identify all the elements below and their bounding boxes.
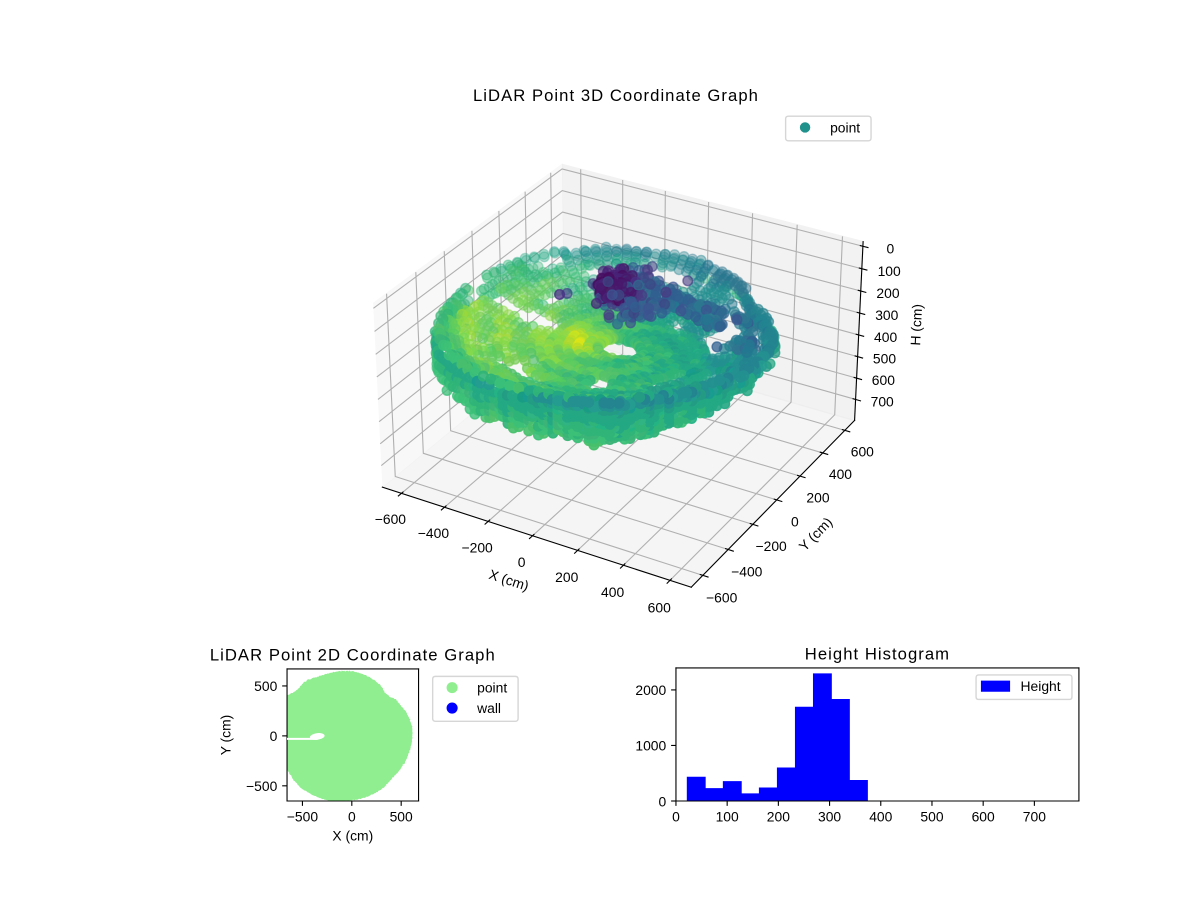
svg-text:Height: Height xyxy=(1021,678,1061,694)
svg-text:200: 200 xyxy=(555,569,578,585)
svg-text:600: 600 xyxy=(972,808,995,824)
svg-text:300: 300 xyxy=(875,307,898,323)
svg-text:−200: −200 xyxy=(462,539,494,555)
svg-text:−400: −400 xyxy=(731,564,763,580)
svg-text:100: 100 xyxy=(716,808,739,824)
svg-text:Height Histogram: Height Histogram xyxy=(805,645,950,664)
svg-text:−200: −200 xyxy=(756,538,788,554)
svg-text:2000: 2000 xyxy=(635,682,666,698)
svg-text:500: 500 xyxy=(873,351,896,367)
svg-text:−600: −600 xyxy=(706,590,738,606)
svg-text:700: 700 xyxy=(871,393,894,409)
svg-text:500: 500 xyxy=(254,678,277,694)
svg-text:−500: −500 xyxy=(246,778,278,794)
svg-text:600: 600 xyxy=(851,443,874,459)
svg-text:500: 500 xyxy=(920,808,943,824)
svg-text:wall: wall xyxy=(476,700,501,716)
svg-text:0: 0 xyxy=(518,554,526,570)
svg-text:−600: −600 xyxy=(375,511,407,527)
svg-text:LiDAR Point 2D Coordinate Grap: LiDAR Point 2D Coordinate Graph xyxy=(210,646,496,665)
svg-text:0: 0 xyxy=(348,808,356,824)
svg-text:1000: 1000 xyxy=(635,738,666,754)
svg-text:200: 200 xyxy=(806,489,829,505)
svg-text:−400: −400 xyxy=(418,525,450,541)
svg-text:point: point xyxy=(830,119,860,135)
svg-text:400: 400 xyxy=(829,466,852,482)
svg-text:400: 400 xyxy=(874,329,897,345)
svg-text:0: 0 xyxy=(672,808,680,824)
svg-text:−500: −500 xyxy=(287,808,319,824)
svg-text:600: 600 xyxy=(648,599,671,615)
svg-text:LiDAR Point 3D Coordinate Grap: LiDAR Point 3D Coordinate Graph xyxy=(473,86,759,105)
svg-text:0: 0 xyxy=(659,793,667,809)
svg-text:400: 400 xyxy=(601,584,624,600)
svg-text:H (cm): H (cm) xyxy=(907,304,925,346)
svg-text:Y (cm): Y (cm) xyxy=(218,715,234,756)
svg-text:200: 200 xyxy=(767,808,790,824)
svg-text:200: 200 xyxy=(876,285,899,301)
svg-text:X (cm): X (cm) xyxy=(332,827,373,843)
svg-text:point: point xyxy=(477,679,507,695)
svg-text:400: 400 xyxy=(869,808,892,824)
svg-text:500: 500 xyxy=(390,808,413,824)
svg-text:0: 0 xyxy=(791,513,799,529)
svg-text:0: 0 xyxy=(886,240,894,256)
svg-text:700: 700 xyxy=(1023,808,1046,824)
svg-text:300: 300 xyxy=(818,808,841,824)
svg-text:100: 100 xyxy=(878,263,901,279)
svg-text:0: 0 xyxy=(270,728,278,744)
svg-text:600: 600 xyxy=(872,372,895,388)
